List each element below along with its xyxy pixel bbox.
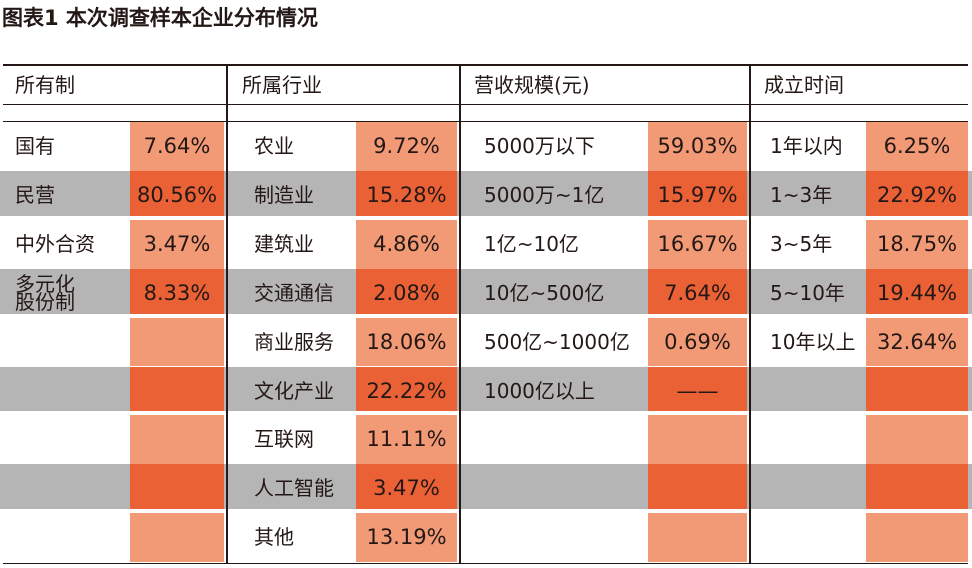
value-cell-bg <box>356 464 457 510</box>
row-label: 1亿~10亿 <box>484 231 579 256</box>
row-value: 7.64% <box>664 280 731 305</box>
value-cell-bg <box>866 464 968 510</box>
value-cell-bg <box>648 170 747 216</box>
row-label: 互联网 <box>254 427 314 452</box>
row-value: 9.72% <box>373 134 440 158</box>
row-value: 16.67% <box>657 231 738 256</box>
column-header: 所有制 <box>15 73 75 97</box>
row-label: 制造业 <box>254 182 314 207</box>
value-cell-bg <box>866 122 968 171</box>
value-cell-bg <box>130 219 224 269</box>
header-bottom-rule <box>3 104 968 105</box>
row-label: 民营 <box>15 182 55 207</box>
row-label: 商业服务 <box>254 329 334 354</box>
row-value: 11.11% <box>366 427 447 452</box>
chart-title: 图表1 本次调查样本企业分布情况 <box>2 6 318 30</box>
column-divider <box>749 64 751 564</box>
value-cell-bg <box>648 415 747 465</box>
row-value: 22.92% <box>876 182 958 207</box>
row-value: 3.47% <box>373 476 440 501</box>
value-cell-bg <box>648 464 747 510</box>
value-cell-bg <box>866 415 968 465</box>
row-value: 18.06% <box>366 329 447 354</box>
value-cell-bg <box>130 122 224 171</box>
value-cell-bg <box>130 268 224 314</box>
row-value: 22.22% <box>366 378 447 403</box>
value-cell-bg <box>130 415 224 465</box>
row-value: 2.08% <box>373 280 440 305</box>
row-value: 4.86% <box>373 231 440 256</box>
header-top-rule <box>3 64 968 66</box>
row-label: 5~10年 <box>770 280 845 305</box>
value-cell-bg <box>356 317 457 367</box>
value-cell-bg <box>866 513 968 563</box>
row-label: 3~5年 <box>770 231 833 256</box>
row-label: 国有 <box>15 134 55 158</box>
value-cell-bg <box>356 170 457 216</box>
value-cell-bg <box>130 317 224 367</box>
row-value: 15.97% <box>657 182 738 207</box>
row-value: 15.28% <box>366 182 447 207</box>
row-value: 32.64% <box>876 329 958 354</box>
value-cell-bg <box>648 122 747 171</box>
value-cell-bg <box>866 366 968 412</box>
row-label: 人工智能 <box>254 476 334 501</box>
row-label: 农业 <box>254 134 294 158</box>
value-cell-bg <box>130 464 224 510</box>
value-cell-bg <box>648 513 747 563</box>
value-cell-bg <box>130 513 224 563</box>
row-label: 1~3年 <box>770 182 833 207</box>
row-label: 10年以上 <box>770 329 856 354</box>
column-header: 营收规模(元) <box>474 73 590 97</box>
value-cell-bg <box>648 219 747 269</box>
value-cell-bg <box>866 219 968 269</box>
value-cell-bg <box>130 170 224 216</box>
column-header: 所属行业 <box>242 73 322 97</box>
value-cell-bg <box>356 268 457 314</box>
row-label: 中外合资 <box>15 231 95 256</box>
row-value: 3.47% <box>143 231 211 256</box>
value-cell-bg <box>356 122 457 171</box>
row-label: 5000万以下 <box>484 134 595 158</box>
value-cell-bg <box>648 268 747 314</box>
row-value: 13.19% <box>366 525 447 550</box>
row-value: 7.64% <box>143 134 211 158</box>
column-divider <box>226 64 228 564</box>
row-label: 5000万~1亿 <box>484 182 605 207</box>
row-label: 10亿~500亿 <box>484 280 605 305</box>
value-cell-bg <box>356 415 457 465</box>
column-divider <box>459 64 461 564</box>
row-label: 交通通信 <box>254 280 334 305</box>
row-value: 19.44% <box>876 280 958 305</box>
value-cell-bg <box>648 317 747 367</box>
row-label: 多元化 股份制 <box>15 271 75 314</box>
row-value: —— <box>676 378 719 403</box>
body-top-rule <box>3 121 968 122</box>
value-cell-bg <box>866 170 968 216</box>
row-value: 8.33% <box>143 280 211 305</box>
row-label: 1000亿以上 <box>484 378 595 403</box>
value-cell-bg <box>356 366 457 412</box>
value-cell-bg <box>866 317 968 367</box>
row-label: 1年以内 <box>770 134 843 158</box>
row-value: 80.56% <box>136 182 218 207</box>
value-cell-bg <box>648 366 747 412</box>
row-value: 59.03% <box>657 134 738 158</box>
row-label: 建筑业 <box>254 231 314 256</box>
column-header: 成立时间 <box>764 73 844 97</box>
value-cell-bg <box>130 366 224 412</box>
row-label: 其他 <box>254 525 294 550</box>
value-cell-bg <box>356 219 457 269</box>
value-cell-bg <box>866 268 968 314</box>
value-cell-bg <box>356 513 457 563</box>
row-value: 0.69% <box>664 329 731 354</box>
row-value: 6.25% <box>883 134 951 158</box>
row-value: 18.75% <box>876 231 958 256</box>
table-bottom-rule <box>3 563 968 564</box>
row-label: 文化产业 <box>254 378 334 403</box>
row-label: 500亿~1000亿 <box>484 329 630 354</box>
